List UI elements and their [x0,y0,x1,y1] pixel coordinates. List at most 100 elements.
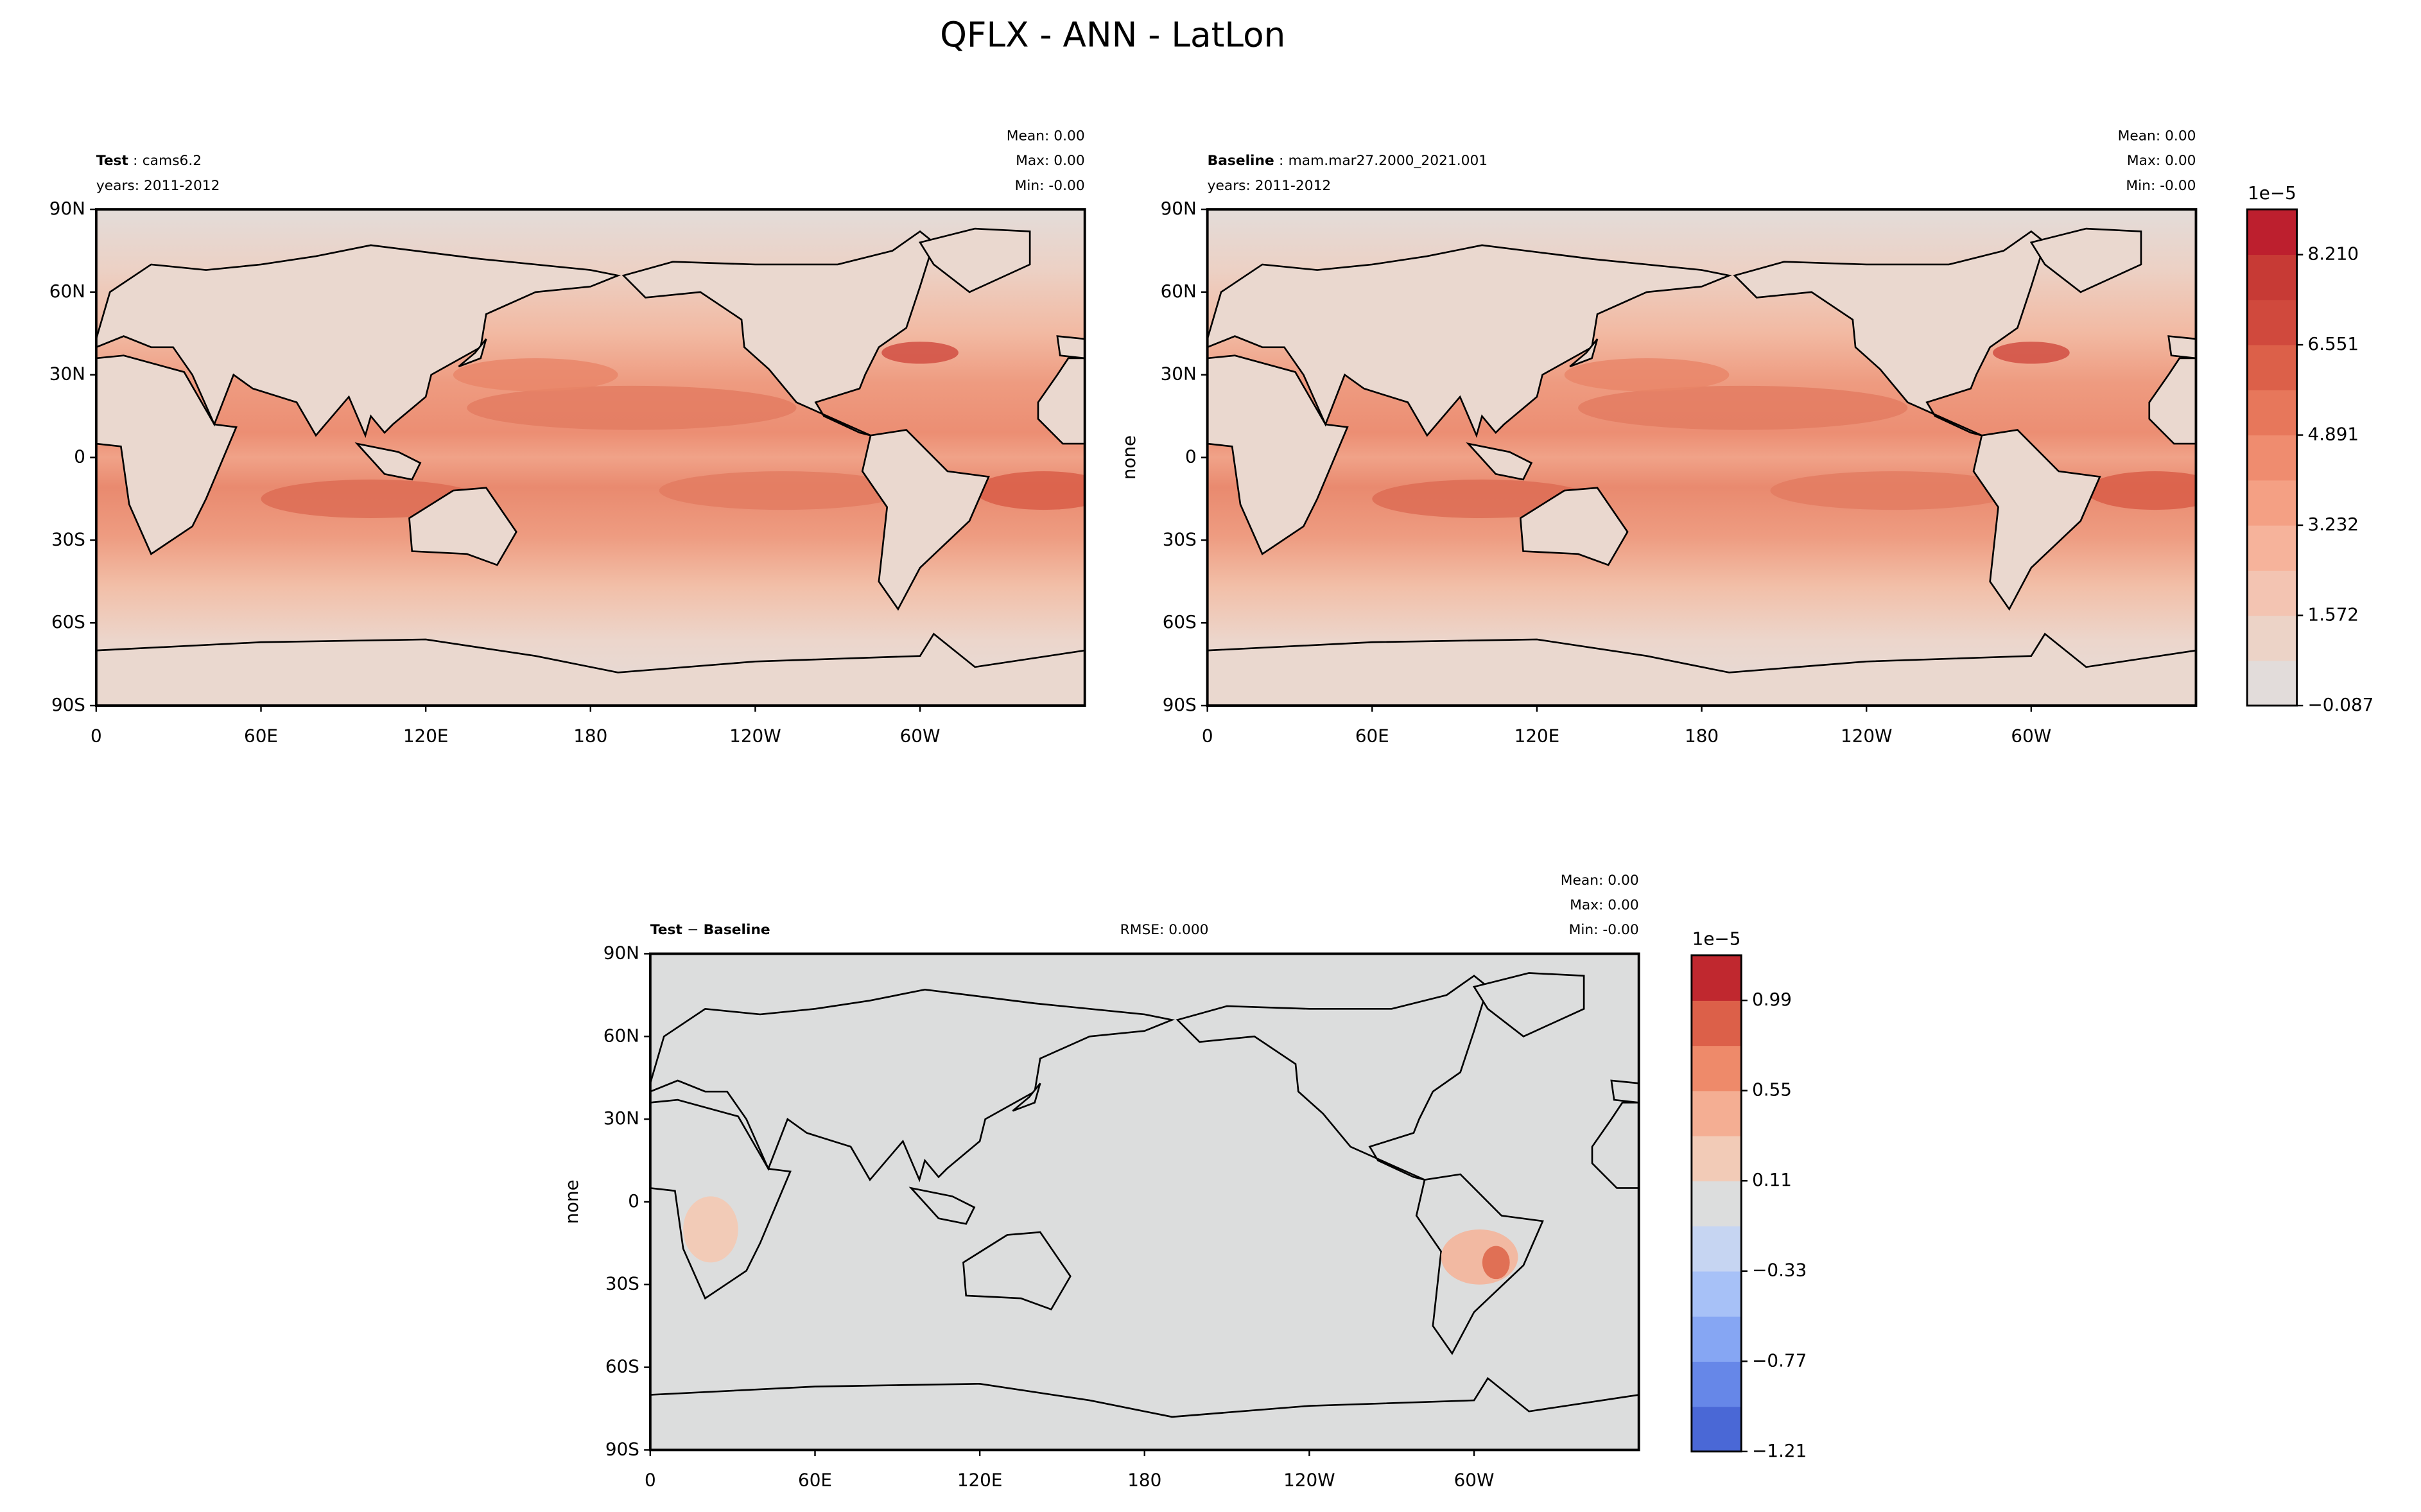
field-blob [975,471,1085,510]
field-blob [2086,471,2196,510]
diff-patch [683,1196,738,1263]
stat: Min: -0.00 [2126,178,2196,194]
color-level [1691,1226,1742,1272]
coastline [1519,487,1629,566]
y-tick-label: 60N [49,281,85,302]
diff-patch [1482,1246,1510,1280]
coastline [1733,230,2046,437]
panel-name: Test [650,922,682,938]
coastline [1591,1102,1639,1189]
y-tick-label: 60S [605,1356,639,1377]
x-tick-label: 120W [729,725,781,746]
coastline [96,244,621,439]
color-level [1691,1135,1742,1181]
y-tick-label: 90S [605,1438,639,1459]
separator: : [1279,153,1283,169]
colorbar-tick-label: −1.21 [1752,1440,1807,1461]
coastline [962,1231,1072,1311]
case-name: mam.mar27.2000_2021.001 [1289,153,1488,169]
stat: Min: -0.00 [1569,922,1639,938]
y-axis-label: none [561,1179,582,1224]
field-blob [453,358,618,392]
x-tick-label: 60W [900,725,941,746]
y-tick-label: 90N [603,942,639,963]
color-level [1691,1045,1742,1091]
x-tick-label: 60E [1355,725,1389,746]
coastline [1466,442,1533,481]
color-level [1691,1406,1742,1452]
field-blob [1770,471,2018,510]
y-tick-label: 0 [1185,446,1197,467]
coastline [1610,1079,1639,1104]
coastline [1207,354,1349,555]
x-tick-label: 120E [957,1470,1003,1491]
x-tick-label: 0 [1202,725,1213,746]
x-tick-label: 120W [1283,1470,1335,1491]
y-tick-label: 30S [51,528,85,550]
color-level [2247,615,2297,661]
years: years: 2011-2012 [96,178,220,194]
y-tick-label: 90S [1163,694,1197,715]
stat: Mean: 0.00 [1007,128,1085,144]
coastline [1012,1082,1041,1112]
field-blob [1564,358,1730,392]
coastline [621,230,935,437]
color-level [2247,570,2297,616]
coastline [1207,244,1732,439]
x-tick-label: 0 [91,725,102,746]
color-level [1691,1271,1742,1317]
y-tick-label: 60N [603,1025,639,1046]
color-level [1691,1000,1742,1047]
panel-name: Test [96,153,128,169]
coastline [861,429,990,611]
coastline [1972,429,2101,611]
coastline [2167,335,2196,360]
colorbar-tick-label: 0.11 [1752,1169,1792,1190]
color-level [1691,1361,1742,1407]
panel-heading: Baseline: mam.mar27.2000_2021.001 [1208,153,1488,169]
colorbar-tick-label: 0.55 [1752,1079,1792,1100]
color-level [2247,525,2297,571]
colorbar-tick-label: −0.77 [1752,1350,1807,1371]
coastline [1472,972,1585,1038]
x-tick-label: 60E [244,725,278,746]
color-level [1691,1316,1742,1362]
coastline [96,632,1085,706]
x-tick-label: 0 [645,1470,656,1491]
y-tick-label: 30N [603,1108,639,1129]
field-blob [659,471,907,510]
color-level [2247,344,2297,390]
color-level [2247,209,2297,256]
colorbar-tick-label: −0.087 [2308,694,2374,715]
x-tick-label: 60E [798,1470,832,1491]
y-tick-label: 30N [1161,363,1197,385]
coastline [1056,335,1085,360]
field-blob [467,385,797,430]
colorbar-tick-label: 0.99 [1752,989,1792,1010]
separator: : [133,153,137,169]
panel-heading: Test − Baseline [650,922,770,938]
color-level [1691,1181,1742,1227]
stat: Mean: 0.00 [1561,873,1639,889]
coastline [650,988,1176,1183]
colorbar-frame [1690,954,1742,1453]
color-level [1691,1090,1742,1136]
coastline [458,338,487,368]
years: years: 2011-2012 [1208,178,1332,194]
stat: Max: 0.00 [1016,153,1085,169]
y-tick-label: 60N [1161,281,1197,302]
y-tick-label: 30S [605,1273,639,1294]
coastline [650,1377,1639,1450]
coastline [2029,227,2142,293]
coastline [408,487,517,566]
colorbar-tick-label: 4.891 [2308,424,2359,445]
map [96,209,1085,706]
coastline [2148,357,2196,445]
map [650,953,1639,1450]
x-tick-label: 60W [2011,725,2051,746]
coastline [918,227,1031,293]
colorbar-tick-label: 8.210 [2308,243,2359,265]
y-tick-label: 60S [51,611,85,632]
y-tick-label: 0 [628,1190,639,1212]
